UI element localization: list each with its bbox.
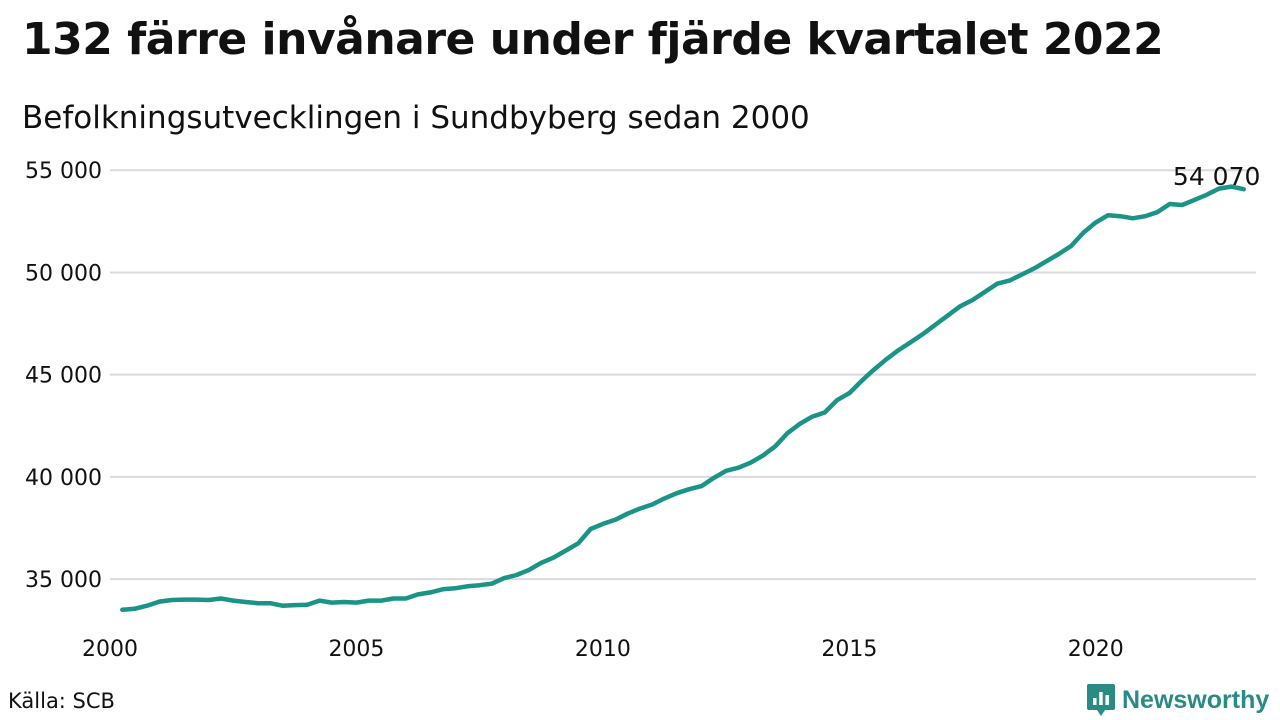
newsworthy-logo-icon — [1087, 684, 1115, 716]
chart-subtitle: Befolkningsutvecklingen i Sundbyberg sed… — [22, 100, 810, 136]
y-tick-label: 45 000 — [25, 364, 102, 389]
y-tick-label: 40 000 — [25, 466, 102, 491]
end-value-label: 54 070 — [1173, 162, 1260, 191]
y-tick-label: 35 000 — [25, 568, 102, 593]
chart-title: 132 färre invånare under fjärde kvartale… — [22, 14, 1164, 65]
source-note: Källa: SCB — [8, 689, 115, 713]
grid-lines — [110, 169, 1256, 581]
y-tick-label: 55 000 — [25, 159, 102, 184]
x-tick-label: 2015 — [821, 637, 877, 662]
x-axis: 2000 2005 2010 2015 2020 — [82, 637, 1124, 662]
brand-logo: Newsworthy — [1086, 682, 1269, 718]
x-tick-label: 2000 — [82, 637, 138, 662]
x-tick-label: 2005 — [328, 637, 384, 662]
y-axis: 35 000 40 000 45 000 50 000 55 000 — [25, 159, 102, 593]
y-tick-label: 50 000 — [25, 261, 102, 286]
brand-name: Newsworthy — [1122, 685, 1270, 714]
x-tick-label: 2020 — [1068, 637, 1124, 662]
series-line — [120, 184, 1246, 613]
x-tick-label: 2010 — [575, 637, 631, 662]
